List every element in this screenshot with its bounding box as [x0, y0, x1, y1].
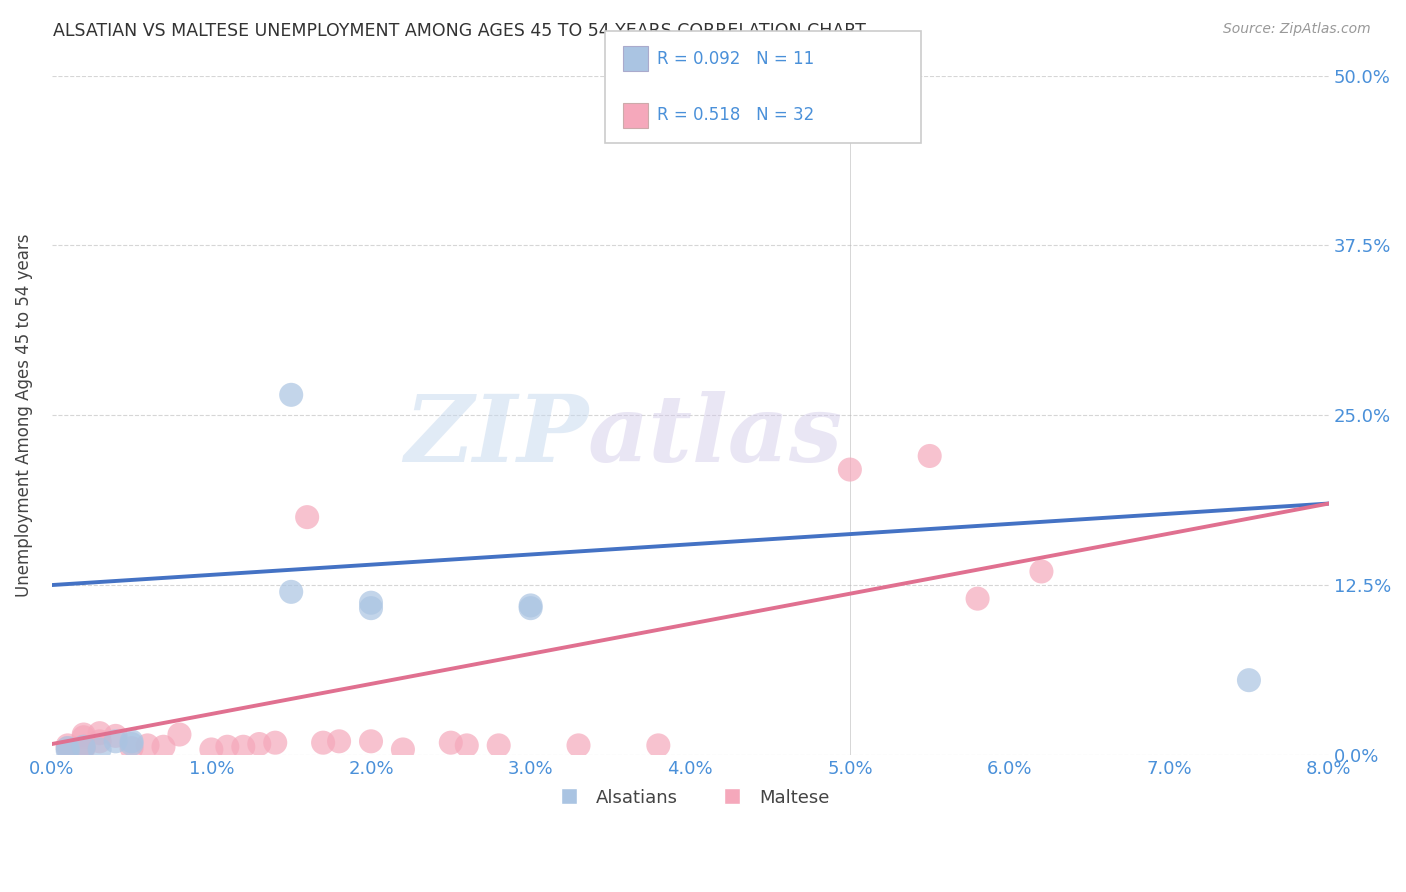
Point: [73, 739, 96, 754]
Point: [280, 585, 302, 599]
Point: [56, 741, 79, 756]
Point: [200, 742, 222, 756]
Legend: Alsatians, Maltese: Alsatians, Maltese: [544, 781, 837, 814]
Point: [440, 736, 463, 750]
Point: [56, 741, 79, 756]
Point: [456, 739, 478, 753]
Point: [918, 449, 941, 463]
Point: [152, 739, 174, 754]
Point: [121, 737, 143, 751]
Point: [966, 591, 988, 606]
Point: [360, 734, 382, 748]
Point: [360, 601, 382, 615]
Text: atlas: atlas: [588, 391, 844, 481]
Point: [104, 734, 127, 748]
Point: [567, 739, 589, 753]
Text: R = 0.518   N = 32: R = 0.518 N = 32: [657, 106, 814, 124]
Point: [104, 729, 127, 743]
Text: R = 0.092   N = 11: R = 0.092 N = 11: [657, 50, 814, 68]
Point: [360, 596, 382, 610]
Point: [647, 739, 669, 753]
Text: Source: ZipAtlas.com: Source: ZipAtlas.com: [1223, 22, 1371, 37]
Text: ZIP: ZIP: [404, 391, 588, 481]
Point: [488, 739, 510, 753]
Text: ALSATIAN VS MALTESE UNEMPLOYMENT AMONG AGES 45 TO 54 YEARS CORRELATION CHART: ALSATIAN VS MALTESE UNEMPLOYMENT AMONG A…: [53, 22, 866, 40]
Point: [280, 388, 302, 402]
Point: [232, 739, 254, 754]
Point: [73, 731, 96, 745]
Y-axis label: Unemployment Among Ages 45 to 54 years: Unemployment Among Ages 45 to 54 years: [15, 234, 32, 597]
Point: [312, 736, 335, 750]
Point: [295, 510, 318, 524]
Point: [217, 739, 239, 754]
Point: [73, 739, 96, 754]
Point: [519, 601, 541, 615]
Point: [264, 736, 287, 750]
Point: [169, 727, 191, 741]
Point: [73, 741, 96, 756]
Point: [121, 741, 143, 756]
Point: [89, 734, 111, 748]
Point: [1031, 565, 1053, 579]
Point: [838, 462, 860, 476]
Point: [56, 744, 79, 758]
Point: [519, 599, 541, 613]
Point: [1237, 673, 1260, 688]
Point: [247, 737, 270, 751]
Point: [89, 742, 111, 756]
Point: [121, 734, 143, 748]
Point: [56, 739, 79, 753]
Point: [89, 726, 111, 740]
Point: [136, 739, 159, 753]
Point: [73, 727, 96, 741]
Point: [328, 734, 350, 748]
Point: [392, 742, 415, 756]
